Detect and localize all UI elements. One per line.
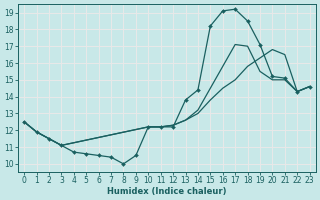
X-axis label: Humidex (Indice chaleur): Humidex (Indice chaleur) [107, 187, 227, 196]
